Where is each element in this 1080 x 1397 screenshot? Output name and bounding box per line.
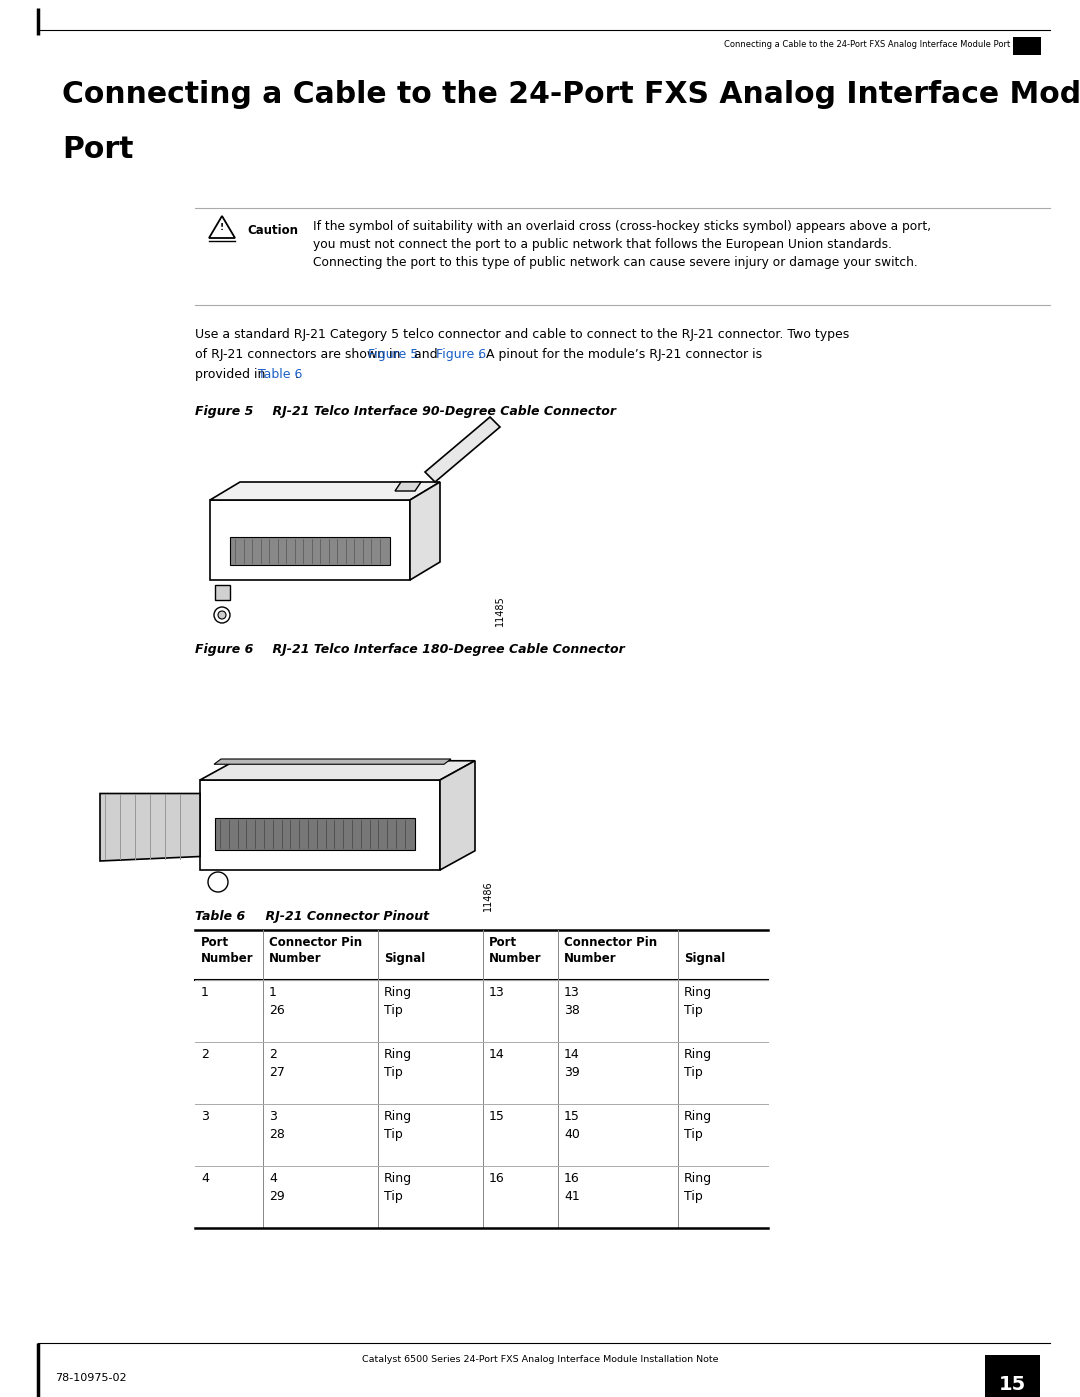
Text: 41: 41 bbox=[564, 1190, 580, 1203]
Text: 1: 1 bbox=[201, 986, 208, 999]
Text: 40: 40 bbox=[564, 1127, 580, 1141]
Text: 78-10975-02: 78-10975-02 bbox=[55, 1373, 126, 1383]
Text: Connector Pin: Connector Pin bbox=[564, 936, 657, 949]
Bar bbox=[230, 536, 390, 564]
Polygon shape bbox=[426, 416, 500, 482]
Polygon shape bbox=[200, 761, 475, 780]
Text: Number: Number bbox=[564, 951, 617, 965]
Text: Table 6: Table 6 bbox=[195, 909, 245, 923]
Text: Number: Number bbox=[201, 951, 254, 965]
Text: 1: 1 bbox=[269, 986, 276, 999]
Text: Port: Port bbox=[489, 936, 517, 949]
Text: Signal: Signal bbox=[684, 951, 726, 965]
FancyBboxPatch shape bbox=[1013, 36, 1041, 54]
Text: 27: 27 bbox=[269, 1066, 285, 1078]
Polygon shape bbox=[215, 585, 230, 599]
Circle shape bbox=[218, 610, 226, 619]
Polygon shape bbox=[200, 780, 440, 870]
Text: RJ-21 Telco Interface 180-Degree Cable Connector: RJ-21 Telco Interface 180-Degree Cable C… bbox=[255, 643, 624, 657]
Text: 14: 14 bbox=[489, 1048, 504, 1060]
Text: Ring: Ring bbox=[684, 1172, 712, 1185]
Text: 15: 15 bbox=[489, 1111, 504, 1123]
Text: Figure 5: Figure 5 bbox=[195, 405, 254, 418]
Text: 11486: 11486 bbox=[483, 880, 492, 911]
Text: RJ-21 Telco Interface 90-Degree Cable Connector: RJ-21 Telco Interface 90-Degree Cable Co… bbox=[255, 405, 616, 418]
Text: Tip: Tip bbox=[384, 1190, 403, 1203]
Text: Use a standard RJ-21 Category 5 telco connector and cable to connect to the RJ-2: Use a standard RJ-21 Category 5 telco co… bbox=[195, 328, 849, 341]
Polygon shape bbox=[100, 793, 200, 861]
Text: .: . bbox=[295, 367, 299, 381]
Text: Tip: Tip bbox=[384, 1004, 403, 1017]
Text: Tip: Tip bbox=[684, 1004, 703, 1017]
Text: Ring: Ring bbox=[384, 1111, 413, 1123]
Text: Tip: Tip bbox=[384, 1127, 403, 1141]
Text: Port: Port bbox=[201, 936, 229, 949]
Text: 29: 29 bbox=[269, 1190, 285, 1203]
Text: Number: Number bbox=[489, 951, 542, 965]
Text: !: ! bbox=[220, 224, 224, 232]
Text: If the symbol of suitability with an overlaid cross (cross-hockey sticks symbol): If the symbol of suitability with an ove… bbox=[313, 219, 931, 233]
Text: 15: 15 bbox=[564, 1111, 580, 1123]
Text: of RJ-21 connectors are shown in: of RJ-21 connectors are shown in bbox=[195, 348, 404, 360]
Text: Signal: Signal bbox=[384, 951, 426, 965]
Text: 13: 13 bbox=[564, 986, 580, 999]
Text: Ring: Ring bbox=[684, 1111, 712, 1123]
Text: you must not connect the port to a public network that follows the European Unio: you must not connect the port to a publi… bbox=[313, 237, 892, 251]
Text: 3: 3 bbox=[201, 1111, 208, 1123]
Text: Ring: Ring bbox=[684, 986, 712, 999]
Circle shape bbox=[208, 872, 228, 893]
Text: 39: 39 bbox=[564, 1066, 580, 1078]
Text: Connecting the port to this type of public network can cause severe injury or da: Connecting the port to this type of publ… bbox=[313, 256, 918, 270]
Text: 38: 38 bbox=[564, 1004, 580, 1017]
Text: Ring: Ring bbox=[684, 1048, 712, 1060]
Text: Figure 6: Figure 6 bbox=[195, 643, 254, 657]
Text: Ring: Ring bbox=[384, 1172, 413, 1185]
Text: Figure 5: Figure 5 bbox=[368, 348, 419, 360]
Text: RJ-21 Connector Pinout: RJ-21 Connector Pinout bbox=[248, 909, 429, 923]
Text: Figure 6: Figure 6 bbox=[436, 348, 487, 360]
Text: Ring: Ring bbox=[384, 986, 413, 999]
Polygon shape bbox=[210, 482, 440, 500]
Text: 13: 13 bbox=[489, 986, 504, 999]
Circle shape bbox=[214, 608, 230, 623]
Text: 26: 26 bbox=[269, 1004, 285, 1017]
Text: Connector Pin: Connector Pin bbox=[269, 936, 362, 949]
Text: provided in: provided in bbox=[195, 367, 269, 381]
Text: 3: 3 bbox=[269, 1111, 276, 1123]
Text: 28: 28 bbox=[269, 1127, 285, 1141]
Text: Tip: Tip bbox=[684, 1127, 703, 1141]
Text: 4: 4 bbox=[201, 1172, 208, 1185]
Text: Tip: Tip bbox=[384, 1066, 403, 1078]
Text: 14: 14 bbox=[564, 1048, 580, 1060]
Text: 4: 4 bbox=[269, 1172, 276, 1185]
Text: 2: 2 bbox=[269, 1048, 276, 1060]
Text: Tip: Tip bbox=[684, 1066, 703, 1078]
Text: 15: 15 bbox=[998, 1375, 1026, 1394]
Text: Connecting a Cable to the 24-Port FXS Analog Interface Module Port: Connecting a Cable to the 24-Port FXS An… bbox=[724, 41, 1010, 49]
Text: Catalyst 6500 Series 24-Port FXS Analog Interface Module Installation Note: Catalyst 6500 Series 24-Port FXS Analog … bbox=[362, 1355, 718, 1363]
Text: Caution: Caution bbox=[247, 224, 298, 236]
Polygon shape bbox=[210, 500, 410, 580]
FancyBboxPatch shape bbox=[985, 1355, 1040, 1397]
Text: Tip: Tip bbox=[684, 1190, 703, 1203]
Polygon shape bbox=[214, 759, 451, 764]
Text: 16: 16 bbox=[489, 1172, 504, 1185]
Text: Table 6: Table 6 bbox=[258, 367, 302, 381]
Polygon shape bbox=[440, 761, 475, 870]
Text: 2: 2 bbox=[201, 1048, 208, 1060]
Text: . A pinout for the module’s RJ-21 connector is: . A pinout for the module’s RJ-21 connec… bbox=[478, 348, 762, 360]
Text: 16: 16 bbox=[564, 1172, 580, 1185]
Bar bbox=[215, 819, 415, 849]
Text: Port: Port bbox=[62, 136, 133, 163]
Text: 11485: 11485 bbox=[495, 595, 505, 626]
Text: Connecting a Cable to the 24-Port FXS Analog Interface Module: Connecting a Cable to the 24-Port FXS An… bbox=[62, 80, 1080, 109]
Polygon shape bbox=[395, 482, 421, 490]
Text: Ring: Ring bbox=[384, 1048, 413, 1060]
Text: and: and bbox=[410, 348, 442, 360]
Polygon shape bbox=[410, 482, 440, 580]
Text: Number: Number bbox=[269, 951, 322, 965]
